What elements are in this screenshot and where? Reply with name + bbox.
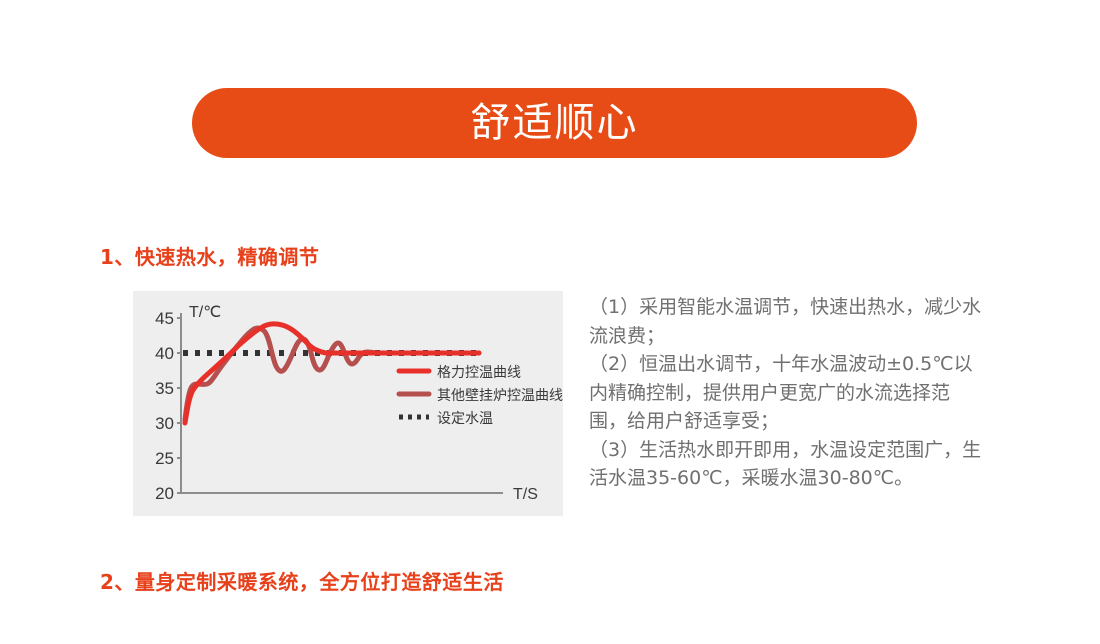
- y-axis-labels: 45 40 35 30 25 20: [155, 309, 174, 503]
- legend-label-gree: 格力控温曲线: [437, 365, 521, 381]
- temperature-control-chart: 45 40 35 30 25 20 T/℃ T/S: [133, 291, 563, 516]
- description-line: （1）采用智能水温调节，快速出热水，减少水: [589, 296, 982, 318]
- y-tick-label: 35: [155, 379, 174, 398]
- series-line-gree: [182, 321, 482, 426]
- y-tick-label: 30: [155, 414, 174, 433]
- section-heading-2: 2、量身定制采暖系统，全方位打造舒适生活: [100, 570, 504, 594]
- title-banner: 舒适顺心: [192, 88, 917, 158]
- y-axis-ticks: [177, 317, 181, 494]
- description-line: 围，给用户舒适享受；: [589, 410, 780, 432]
- y-tick-label: 25: [155, 449, 174, 468]
- description-line: 流浪费；: [589, 324, 666, 347]
- y-tick-label: 45: [155, 309, 174, 328]
- description-line: 内精确控制，提供用户更宽广的水流选择范: [589, 381, 951, 404]
- description-line: 活水温35-60℃，采暖水温30-80℃。: [589, 467, 914, 489]
- y-tick-label: 40: [155, 344, 174, 363]
- description-line: （3）生活热水即开即用，水温设定范围广，生: [589, 438, 982, 461]
- section-heading-1: 1、快速热水，精确调节: [100, 245, 320, 269]
- legend-label-other-boiler: 其他壁挂炉控温曲线: [437, 388, 563, 404]
- chart-svg: 45 40 35 30 25 20 T/℃ T/S: [155, 304, 563, 503]
- page-title: 舒适顺心: [470, 100, 639, 146]
- x-axis-title: T/S: [513, 486, 538, 503]
- feature-description-block: （1）采用智能水温调节，快速出热水，减少水 流浪费； （2）恒温出水调节，十年水…: [589, 293, 1009, 493]
- y-tick-label: 20: [155, 484, 174, 503]
- chart-legend: 格力控温曲线 其他壁挂炉控温曲线 设定水温: [396, 365, 563, 427]
- series-line-other-boiler: [182, 325, 482, 423]
- description-line: （2）恒温出水调节，十年水温波动±0.5℃以: [589, 353, 973, 375]
- legend-label-setpoint: 设定水温: [437, 411, 493, 427]
- y-axis-title: T/℃: [189, 304, 221, 321]
